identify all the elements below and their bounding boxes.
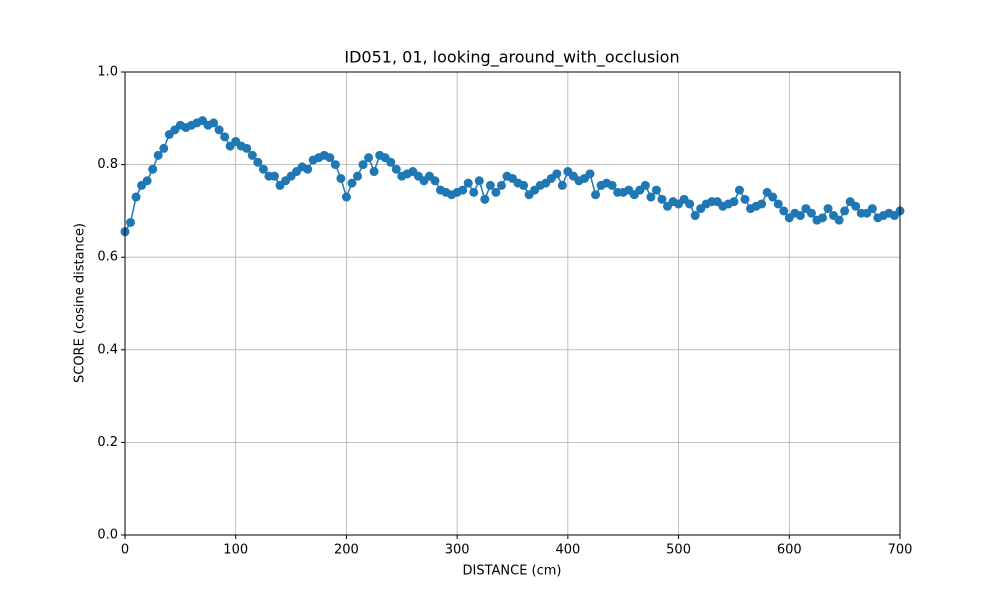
data-point (214, 125, 224, 135)
x-tick-label: 100 (223, 543, 248, 558)
data-point (330, 160, 340, 170)
data-point (303, 164, 313, 174)
grid (124, 71, 901, 536)
x-tick-label: 700 (888, 543, 913, 558)
data-point (496, 180, 506, 190)
data-point (469, 187, 479, 197)
y-tick-label: 0.0 (97, 528, 118, 543)
data-point (474, 176, 484, 186)
data-point (768, 192, 778, 202)
data-point (834, 215, 844, 225)
data-point (258, 164, 268, 174)
data-point (142, 176, 152, 186)
data-point (729, 197, 739, 207)
data-point (607, 180, 617, 190)
data-point (253, 157, 263, 167)
y-tick-label: 1.0 (97, 65, 118, 80)
data-point (341, 192, 351, 202)
data-point (369, 167, 379, 177)
data-point (823, 204, 833, 214)
data-point (740, 194, 750, 204)
data-point (347, 178, 357, 188)
data-point (795, 211, 805, 221)
data-point (325, 153, 335, 163)
data-point (358, 160, 368, 170)
chart-title: ID051, 01, looking_around_with_occlusion (344, 48, 679, 68)
y-tick-label: 0.6 (97, 250, 118, 265)
plot-frame (124, 71, 901, 536)
data-point (651, 185, 661, 195)
data-point (220, 132, 230, 142)
x-tick-label: 200 (334, 543, 359, 558)
data-point (480, 194, 490, 204)
data-point (851, 201, 861, 211)
plot (120, 116, 905, 237)
y-tick-label: 0.8 (97, 157, 118, 172)
x-tick-label: 600 (777, 543, 802, 558)
data-point (685, 199, 695, 209)
data-point (391, 164, 401, 174)
data-point (458, 185, 468, 195)
data-point (247, 150, 257, 160)
data-point (591, 190, 601, 200)
data-point (806, 208, 816, 218)
data-point (131, 192, 141, 202)
x-tick-label: 300 (445, 543, 470, 558)
x-axis-label: DISTANCE (cm) (462, 564, 561, 579)
y-tick-label: 0.4 (97, 342, 118, 357)
x-tick-label: 400 (555, 543, 580, 558)
data-point (269, 171, 279, 181)
data-point (734, 185, 744, 195)
data-point (209, 118, 219, 128)
data-point (336, 173, 346, 183)
data-point (519, 180, 529, 190)
data-point (757, 199, 767, 209)
y-axis-label: SCORE (cosine distance) (73, 223, 88, 383)
data-point (159, 143, 169, 153)
data-point (552, 169, 562, 179)
x-tick-label: 0 (121, 543, 129, 558)
data-point (646, 192, 656, 202)
data-point (148, 164, 158, 174)
data-point (386, 157, 396, 167)
data-point (126, 217, 136, 227)
data-point (557, 180, 567, 190)
data-point (491, 187, 501, 197)
data-point (867, 204, 877, 214)
data-point (640, 180, 650, 190)
data-point (779, 206, 789, 216)
x-tick-label: 500 (666, 543, 691, 558)
data-point (773, 199, 783, 209)
data-point (657, 194, 667, 204)
data-point (818, 213, 827, 223)
data-point (430, 176, 440, 186)
data-point (585, 169, 595, 179)
y-tick-label: 0.2 (97, 435, 118, 450)
data-point (840, 206, 850, 216)
data-point (463, 178, 473, 188)
data-point (153, 150, 163, 160)
data-point (364, 153, 374, 163)
data-point (353, 171, 362, 181)
data-point (242, 143, 252, 153)
data-point (690, 211, 700, 221)
data-point (485, 180, 495, 190)
